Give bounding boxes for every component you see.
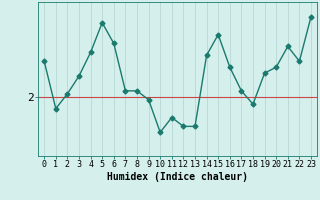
X-axis label: Humidex (Indice chaleur): Humidex (Indice chaleur) <box>107 172 248 182</box>
